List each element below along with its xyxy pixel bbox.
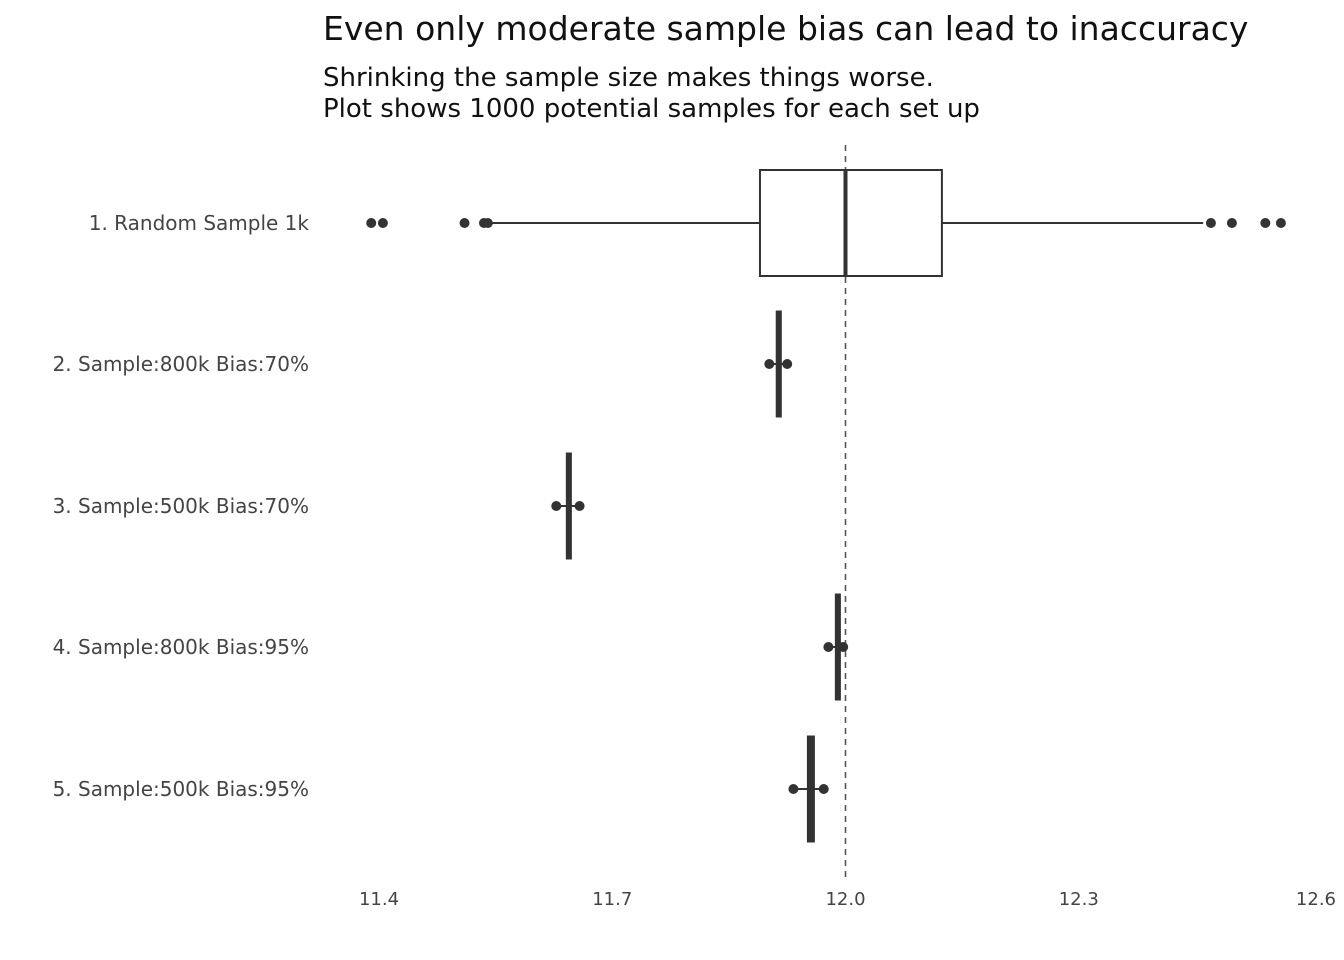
x-tick-label-4: 12.3 <box>1059 889 1099 910</box>
outlier-1-3 <box>459 218 470 228</box>
category-label-5: 5. Sample:500k Bias:95% <box>53 777 309 801</box>
chart-subtitle-line-2: Plot shows 1000 potential samples for ea… <box>323 94 980 124</box>
x-tick-label-5: 12.6 <box>1296 889 1336 910</box>
outlier-3-1 <box>551 501 562 511</box>
outlier-1-7 <box>1226 218 1237 228</box>
outlier-1-6 <box>1205 218 1216 228</box>
box-1 <box>758 169 943 277</box>
outlier-2-2 <box>782 359 793 369</box>
outlier-1-5 <box>482 218 493 228</box>
outlier-5-2 <box>818 784 829 794</box>
outlier-4-1 <box>823 642 834 652</box>
x-tick-label-2: 11.7 <box>592 889 632 910</box>
outlier-1-9 <box>1275 218 1286 228</box>
outlier-4-2 <box>838 642 849 652</box>
outlier-1-8 <box>1260 218 1271 228</box>
category-label-1: 1. Random Sample 1k <box>89 211 310 235</box>
category-label-2: 2. Sample:800k Bias:70% <box>53 352 309 376</box>
plot-area: 1. Random Sample 1k 2. Sample:800k Bias:7… <box>53 145 1336 910</box>
category-label-4: 4. Sample:800k Bias:95% <box>53 635 309 659</box>
outlier-1-2 <box>377 218 388 228</box>
outlier-1-1 <box>366 218 377 228</box>
outlier-2-1 <box>764 359 775 369</box>
outlier-3-2 <box>574 501 585 511</box>
chart-title: Even only moderate sample bias can lead … <box>323 9 1248 48</box>
chart-subtitle-line-1: Shrinking the sample size makes things w… <box>323 63 934 93</box>
category-label-3: 3. Sample:500k Bias:70% <box>53 494 309 518</box>
x-tick-label-3: 12.0 <box>825 889 865 910</box>
outlier-5-1 <box>788 784 799 794</box>
x-tick-label-1: 11.4 <box>359 889 399 910</box>
